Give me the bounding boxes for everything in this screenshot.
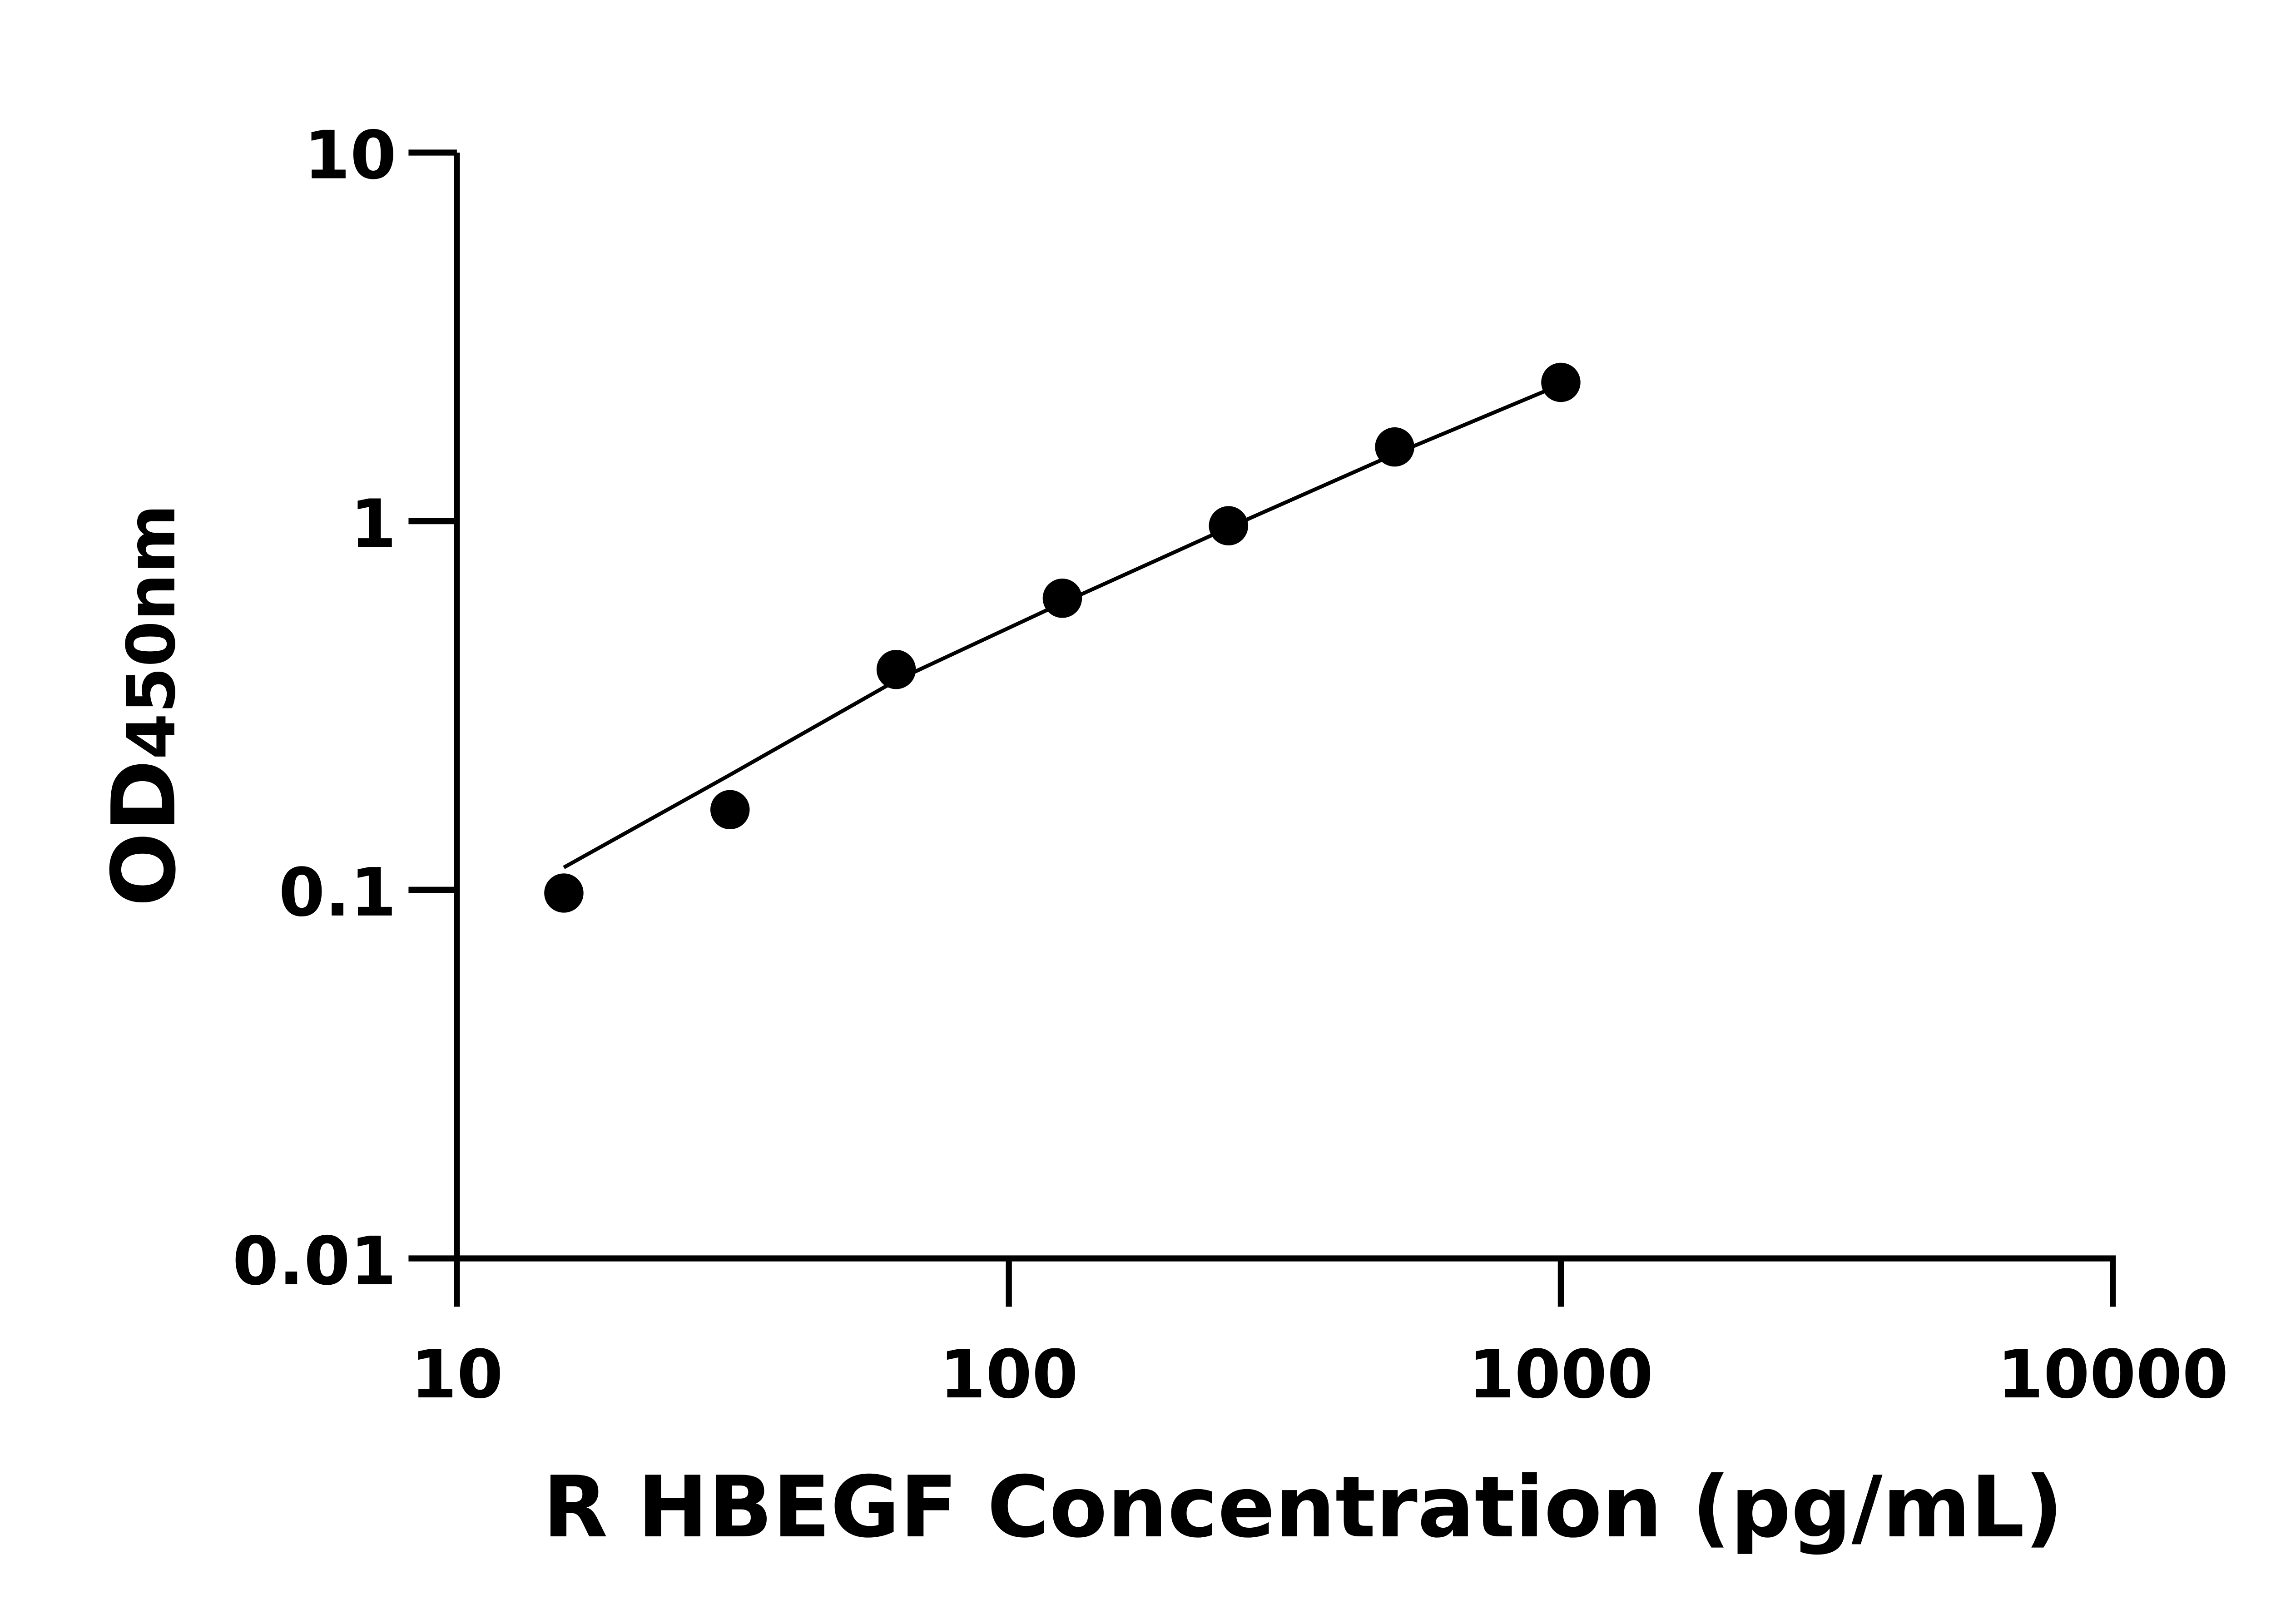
x-axis-label: R HBEGF Concentration (pg/mL): [543, 1458, 2063, 1556]
data-point: [1042, 579, 1082, 618]
y-tick-label: 0.1: [279, 854, 397, 931]
y-tick-label: 1: [350, 485, 397, 563]
x-tick-label: 10000: [1997, 1336, 2228, 1413]
y-axis-label-main: OD: [93, 760, 195, 907]
x-tick-label: 1000: [1468, 1336, 1653, 1413]
data-point: [1209, 506, 1249, 545]
y-tick-label: 10: [304, 117, 397, 194]
axes: [454, 152, 2116, 1262]
y-axis-label-sub: 450nm: [113, 504, 190, 759]
data-point: [710, 790, 750, 830]
y-tick-label: 0.01: [233, 1223, 397, 1300]
x-tick-label: 100: [939, 1336, 1078, 1413]
data-point: [1375, 427, 1414, 467]
data-point: [1541, 362, 1581, 402]
y-axis-label: OD450nm: [93, 504, 195, 906]
data-point: [876, 649, 916, 689]
x-tick-label: 10: [411, 1336, 503, 1413]
data-point: [544, 873, 584, 913]
